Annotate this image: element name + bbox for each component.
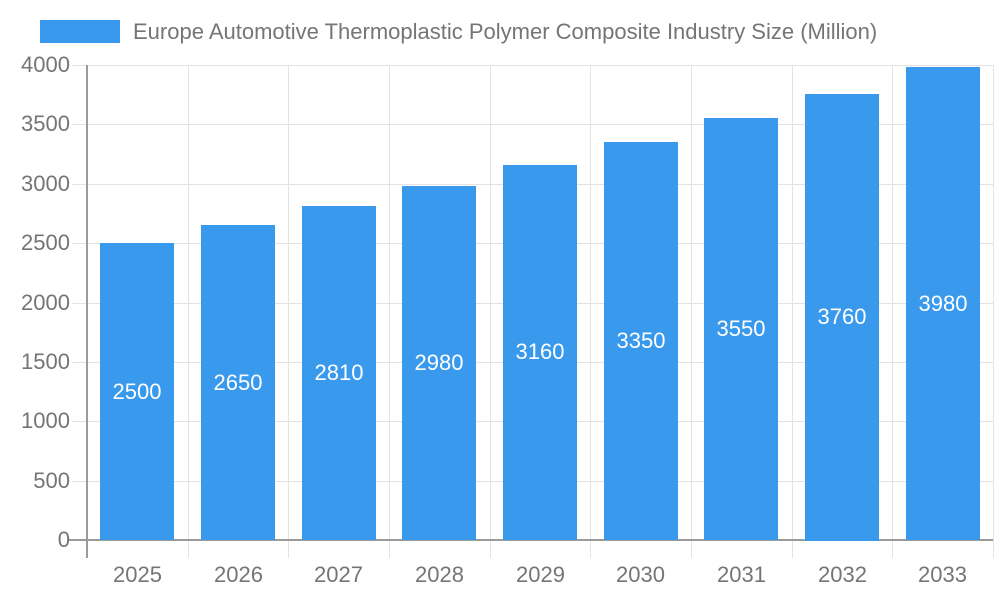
gridline-v-1 [188, 65, 189, 558]
bar-value-2025: 2500 [112, 379, 162, 404]
gridline-v-9 [993, 65, 994, 558]
y-axis-label-2000: 2000 [21, 290, 70, 315]
x-axis-label-2026: 2026 [214, 562, 263, 587]
y-axis-label-0: 0 [57, 527, 70, 552]
legend: Europe Automotive Thermoplastic Polymer … [40, 20, 877, 43]
gridline-v-5 [590, 65, 591, 558]
x-axis-label-2031: 2031 [717, 562, 766, 587]
x-axis-label-2032: 2032 [818, 562, 867, 587]
bar-value-2033: 3980 [918, 291, 968, 316]
x-axis-label-2025: 2025 [113, 562, 162, 587]
bar-2030 [604, 142, 678, 540]
x-axis-label-2030: 2030 [616, 562, 665, 587]
ytick-0 [68, 539, 87, 541]
bar-2033 [906, 67, 980, 540]
gridline-v-7 [792, 65, 793, 558]
gridline-v-6 [691, 65, 692, 558]
bar-value-2027: 2810 [314, 360, 364, 385]
gridline-v-2 [288, 65, 289, 558]
bar-value-2032: 3760 [817, 304, 867, 329]
y-axis-line [86, 65, 88, 558]
bar-value-2026: 2650 [213, 370, 263, 395]
bar-2025 [100, 243, 174, 540]
bar-2026 [201, 225, 275, 540]
gridline-h-4000 [72, 65, 993, 66]
x-axis-label-2029: 2029 [516, 562, 565, 587]
x-axis-line [87, 539, 993, 541]
gridline-v-4 [490, 65, 491, 558]
bar-2032 [805, 94, 879, 541]
gridline-v-8 [892, 65, 893, 558]
bar-value-2030: 3350 [616, 328, 666, 353]
bar-2031 [704, 118, 778, 540]
y-axis-label-3000: 3000 [21, 171, 70, 196]
bar-2027 [302, 206, 376, 540]
chart-title: Europe Automotive Thermoplastic Polymer … [133, 19, 878, 44]
y-axis-label-500: 500 [33, 468, 70, 493]
gridline-v-3 [389, 65, 390, 558]
gridline-h-3500 [72, 124, 993, 125]
bar-value-2031: 3550 [716, 316, 766, 341]
x-axis-label-2033: 2033 [918, 562, 967, 587]
bar-value-2029: 3160 [515, 339, 565, 364]
y-axis-label-3500: 3500 [21, 111, 70, 136]
bar-2029 [503, 165, 577, 540]
x-axis-label-2028: 2028 [415, 562, 464, 587]
y-axis-label-1000: 1000 [21, 408, 70, 433]
y-axis-label-4000: 4000 [21, 52, 70, 77]
x-axis-label-2027: 2027 [314, 562, 363, 587]
bar-2028 [402, 186, 476, 540]
y-axis-label-2500: 2500 [21, 230, 70, 255]
bar-value-2028: 2980 [414, 350, 464, 375]
y-axis-label-1500: 1500 [21, 349, 70, 374]
legend-swatch [40, 20, 120, 43]
